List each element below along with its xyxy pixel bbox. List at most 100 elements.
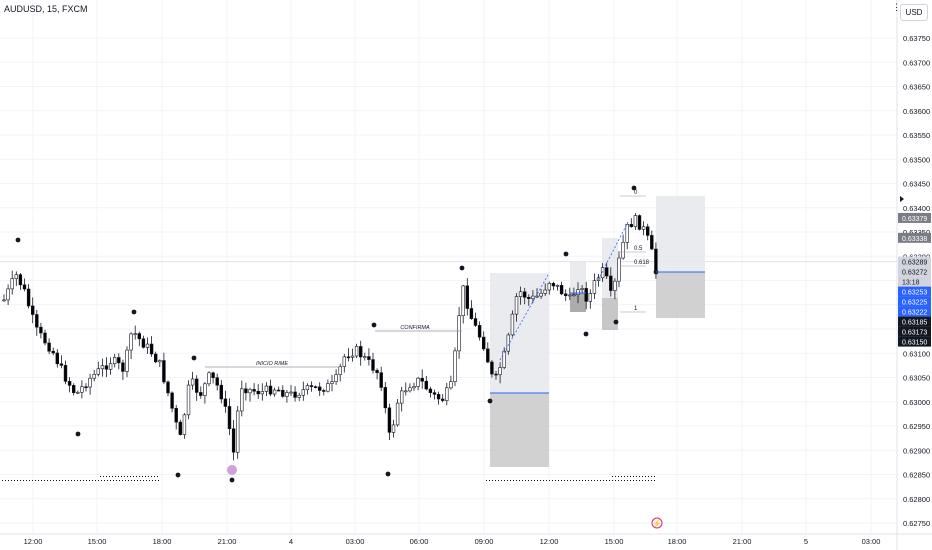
session-dot: [546, 480, 547, 481]
session-dot: [119, 480, 120, 481]
candle-body: [375, 370, 379, 374]
candle-body: [100, 365, 105, 370]
candle-body: [190, 378, 195, 386]
swing-dot: [371, 322, 377, 328]
candle-body: [244, 388, 248, 394]
chart-grid: [0, 0, 897, 534]
x-tick-label: 06:00: [410, 537, 429, 546]
candle-body: [514, 296, 519, 315]
lightning-glyph: ⚡: [653, 519, 662, 528]
candle-body: [473, 318, 478, 326]
candle-body: [252, 389, 256, 392]
price-label: 0.63173: [902, 330, 927, 337]
session-dot: [624, 476, 625, 477]
candle-body: [404, 390, 408, 393]
price-label: 0.63338: [902, 236, 927, 243]
session-dot: [142, 476, 143, 477]
session-dot: [648, 480, 649, 481]
session-dot: [651, 476, 652, 477]
candle-body: [576, 289, 580, 295]
swing-dot: [583, 331, 589, 337]
session-dot: [137, 480, 138, 481]
candle-body: [617, 257, 621, 282]
candle-body: [260, 391, 264, 395]
session-dot: [603, 480, 604, 481]
candle-body: [551, 283, 556, 287]
candle-body: [121, 362, 125, 372]
session-dot: [498, 480, 499, 481]
session-dot: [124, 476, 125, 477]
session-dot: [80, 480, 81, 481]
session-dot: [77, 480, 78, 481]
x-tick-label: 09:00: [475, 537, 494, 546]
y-tick-label: 0.63350: [903, 228, 930, 237]
session-dot: [555, 480, 556, 481]
session-dot: [492, 480, 493, 481]
session-dot: [50, 480, 51, 481]
candle-body: [330, 381, 334, 384]
highlight-dot: [227, 465, 237, 475]
session-dot: [115, 476, 116, 477]
candle-body: [506, 334, 510, 352]
candle-body: [113, 357, 117, 364]
session-dot: [582, 480, 583, 481]
more-icon[interactable]: ⋮: [892, 2, 901, 12]
candle-body: [276, 389, 281, 392]
candle-body: [47, 342, 51, 352]
candle-body: [317, 386, 322, 391]
y-tick-label: 0.62950: [903, 422, 930, 431]
price-axis[interactable]: 0.63750 0.63700 0.63650 0.63600 0.63550 0.635…: [896, 0, 931, 550]
session-dot: [627, 480, 628, 481]
x-tick-label: 15:00: [605, 537, 624, 546]
session-dot: [567, 480, 568, 481]
session-dot: [11, 480, 12, 481]
session-dot: [152, 480, 153, 481]
candle-body: [170, 392, 174, 409]
candle-body: [158, 360, 162, 363]
candle-body: [227, 406, 232, 430]
candle-body: [14, 274, 18, 280]
candle-body: [350, 355, 355, 358]
currency-button[interactable]: USD: [900, 4, 928, 21]
session-dot: [639, 480, 640, 481]
candle-body: [531, 295, 535, 299]
x-tick-label: 4: [289, 537, 293, 546]
candle-body: [67, 381, 72, 386]
swing-dot: [459, 265, 465, 271]
session-dot: [540, 480, 541, 481]
session-dot: [615, 476, 616, 477]
y-tick-label: 0.62900: [903, 446, 930, 455]
symbol-title[interactable]: AUDUSD, 15, FXCM: [4, 4, 88, 14]
candle-body: [203, 383, 207, 396]
price-label-bg: [898, 276, 931, 287]
candle-body: [555, 285, 560, 287]
candle-body: [420, 377, 424, 382]
session-dot: [118, 476, 119, 477]
fib-label: 0.618: [634, 260, 650, 266]
session-dot: [109, 476, 110, 477]
price-label: 13:18: [902, 280, 920, 287]
candle-body: [461, 285, 465, 317]
candle-body: [22, 284, 27, 290]
session-dot: [98, 480, 99, 481]
price-label-bg: [898, 336, 931, 347]
swing-dot: [175, 472, 181, 478]
session-dot: [516, 480, 517, 481]
session-dot: [56, 480, 57, 481]
candle-body: [72, 385, 76, 393]
candle-body: [178, 421, 182, 435]
session-dot: [654, 480, 655, 481]
candle-body: [457, 315, 461, 352]
session-dot: [154, 476, 155, 477]
y-tick-label: 0.63000: [903, 398, 930, 407]
lightning-icon: [651, 517, 663, 529]
y-tick-label: 0.63600: [903, 107, 930, 116]
session-dot: [41, 480, 42, 481]
session-dot: [588, 480, 589, 481]
candle-body: [629, 224, 634, 227]
time-axis[interactable]: 12:00 15:00 18:00 21:00 4 03:00 06:00 09:00 12:0…: [0, 533, 932, 546]
session-dot: [110, 480, 111, 481]
candle-body: [363, 356, 367, 358]
session-dot: [35, 480, 36, 481]
